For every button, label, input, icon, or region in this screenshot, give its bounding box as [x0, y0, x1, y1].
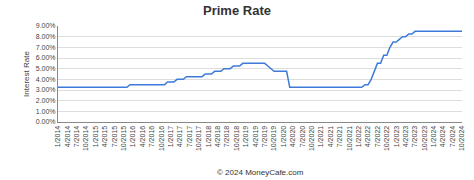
- svg-text:Prime Rate: Prime Rate: [203, 3, 271, 18]
- svg-text:1/2014: 1/2014: [54, 126, 61, 148]
- svg-text:4/2023: 4/2023: [402, 126, 409, 148]
- svg-text:9.00%: 9.00%: [36, 22, 56, 29]
- svg-text:4/2014: 4/2014: [64, 126, 71, 148]
- svg-text:1/2022: 1/2022: [355, 126, 362, 148]
- svg-text:4.00%: 4.00%: [36, 76, 56, 83]
- svg-text:Interest Rate: Interest Rate: [22, 51, 31, 97]
- svg-text:7/2016: 7/2016: [148, 126, 155, 148]
- svg-text:1/2017: 1/2017: [167, 126, 174, 148]
- svg-text:4/2020: 4/2020: [289, 126, 296, 148]
- svg-text:10/2014: 10/2014: [82, 126, 89, 151]
- svg-text:7/2023: 7/2023: [411, 126, 418, 148]
- svg-text:8.00%: 8.00%: [36, 33, 56, 40]
- svg-text:1/2020: 1/2020: [280, 126, 287, 148]
- svg-text:7/2024: 7/2024: [449, 126, 456, 148]
- svg-text:7/2018: 7/2018: [223, 126, 230, 148]
- svg-text:7/2020: 7/2020: [299, 126, 306, 148]
- svg-text:4/2021: 4/2021: [327, 126, 334, 148]
- svg-text:1/2018: 1/2018: [205, 126, 212, 148]
- svg-text:10/2015: 10/2015: [120, 126, 127, 151]
- svg-text:1/2015: 1/2015: [92, 126, 99, 148]
- svg-text:7/2017: 7/2017: [186, 126, 193, 148]
- svg-text:0.00%: 0.00%: [36, 118, 56, 125]
- svg-text:1/2016: 1/2016: [129, 126, 136, 148]
- svg-text:10/2022: 10/2022: [383, 126, 390, 151]
- svg-text:10/2020: 10/2020: [308, 126, 315, 151]
- svg-text:10/2024: 10/2024: [458, 126, 465, 151]
- svg-text:7/2014: 7/2014: [73, 126, 80, 148]
- svg-text:10/2018: 10/2018: [233, 126, 240, 151]
- svg-text:7/2015: 7/2015: [111, 126, 118, 148]
- svg-text:5.00%: 5.00%: [36, 65, 56, 72]
- svg-text:4/2022: 4/2022: [364, 126, 371, 148]
- svg-text:1/2024: 1/2024: [430, 126, 437, 148]
- svg-text:4/2016: 4/2016: [139, 126, 146, 148]
- svg-text:4/2017: 4/2017: [176, 126, 183, 148]
- svg-text:10/2017: 10/2017: [195, 126, 202, 151]
- svg-text:7/2019: 7/2019: [261, 126, 268, 148]
- svg-text:1.00%: 1.00%: [36, 108, 56, 115]
- svg-text:7/2021: 7/2021: [336, 126, 343, 148]
- svg-text:© 2024 MoneyCafe.com: © 2024 MoneyCafe.com: [217, 168, 304, 177]
- svg-text:4/2024: 4/2024: [439, 126, 446, 148]
- svg-text:10/2016: 10/2016: [158, 126, 165, 151]
- svg-text:4/2018: 4/2018: [214, 126, 221, 148]
- svg-text:3.00%: 3.00%: [36, 86, 56, 93]
- svg-text:10/2023: 10/2023: [421, 126, 428, 151]
- svg-text:4/2015: 4/2015: [101, 126, 108, 148]
- svg-text:4/2019: 4/2019: [252, 126, 259, 148]
- svg-text:6.00%: 6.00%: [36, 54, 56, 61]
- svg-text:7/2022: 7/2022: [374, 126, 381, 148]
- svg-text:2.00%: 2.00%: [36, 97, 56, 104]
- svg-text:10/2019: 10/2019: [270, 126, 277, 151]
- svg-text:1/2019: 1/2019: [242, 126, 249, 148]
- svg-text:10/2021: 10/2021: [346, 126, 353, 151]
- svg-text:1/2021: 1/2021: [317, 126, 324, 148]
- svg-text:7.00%: 7.00%: [36, 44, 56, 51]
- svg-text:1/2023: 1/2023: [393, 126, 400, 148]
